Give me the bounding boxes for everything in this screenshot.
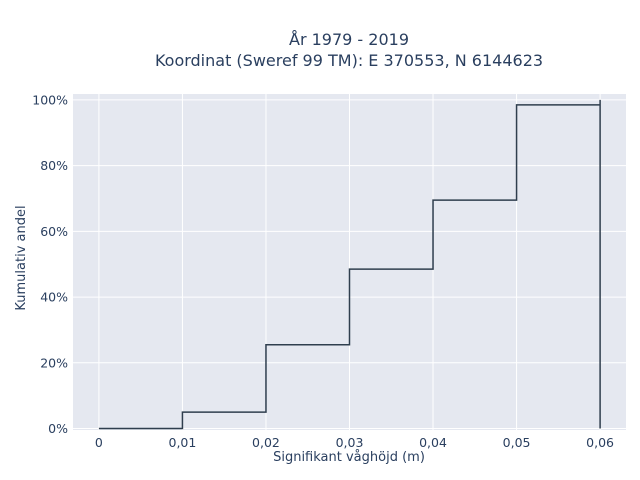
- x-axis-ticks: 0 0,01 0,02 0,03 0,04 0,05 0,06: [95, 435, 614, 450]
- x-tick-label-0: 0: [95, 435, 103, 450]
- x-axis-title: Signifikant våghöjd (m): [273, 450, 425, 465]
- y-tick-label-4: 80%: [40, 158, 68, 173]
- chart-title-line2: Koordinat (Sweref 99 TM): E 370553, N 61…: [155, 51, 543, 70]
- chart-title-line1: År 1979 - 2019: [289, 30, 409, 49]
- x-tick-label-6: 0,06: [586, 435, 614, 450]
- series-line-0: [98, 99, 601, 430]
- y-axis-title: Kumulativ andel: [14, 205, 29, 310]
- x-tick-label-3: 0,03: [336, 435, 364, 450]
- y-tick-label-2: 40%: [40, 290, 68, 305]
- y-tick-label-0: 0%: [48, 421, 68, 436]
- y-axis-ticks: 0% 20% 40% 60% 80% 100%: [32, 92, 68, 436]
- x-tick-label-5: 0,05: [503, 435, 531, 450]
- x-tick-label-1: 0,01: [169, 435, 197, 450]
- y-tick-label-1: 20%: [40, 355, 68, 370]
- x-tick-label-2: 0,02: [252, 435, 280, 450]
- y-tick-label-5: 100%: [32, 92, 68, 107]
- y-tick-label-3: 60%: [40, 224, 68, 239]
- series-lines: [98, 99, 601, 430]
- x-tick-label-4: 0,04: [419, 435, 447, 450]
